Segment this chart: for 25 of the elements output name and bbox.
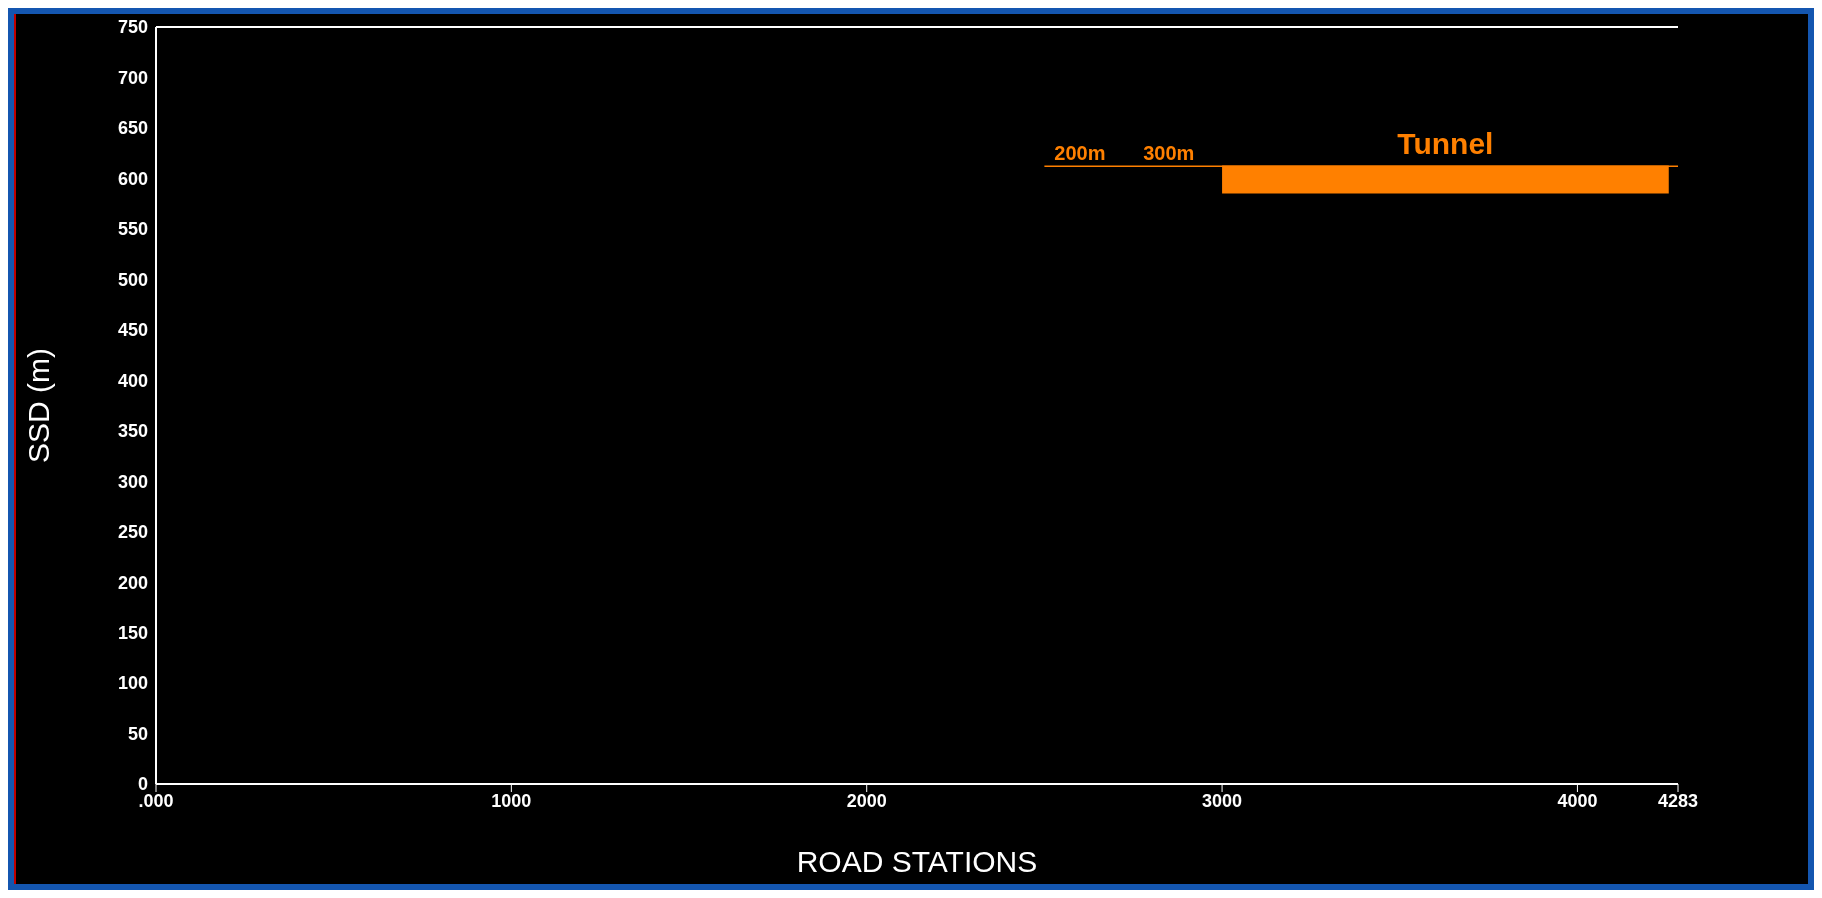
x-tick-label: 2000 [846,790,887,811]
y-axis-title: SSD (m) [21,348,55,463]
annotation: 300m [1143,142,1195,165]
y-tick-label: 750 [117,17,148,38]
y-tick-label: 650 [117,118,148,139]
y-tick-label: 450 [117,320,148,341]
y-tick-label: 150 [117,622,148,643]
y-tick-label: 350 [117,421,148,442]
x-tick-label: 3000 [1202,790,1243,811]
y-tick-label: 550 [117,219,148,240]
y-tick-label: 700 [117,67,148,88]
y-tick-label: 250 [117,522,148,543]
series-label: Tunnel [1397,127,1494,161]
y-tick-label: 300 [117,471,148,492]
y-tick-label: 50 [127,723,148,744]
y-tick-label: 100 [117,673,148,694]
x-tick-label: 1000 [491,790,532,811]
y-tick-label: 600 [117,168,148,189]
x-axis-title: ROAD STATIONS [796,845,1038,878]
y-tick-label: 500 [117,269,148,290]
x-tick-label: 4283 [1657,790,1699,811]
y-tick-label: 400 [117,370,148,391]
y-tick-label: 200 [117,572,148,593]
annotation: 200m [1054,142,1106,165]
x-tick-label: 4000 [1557,790,1598,811]
